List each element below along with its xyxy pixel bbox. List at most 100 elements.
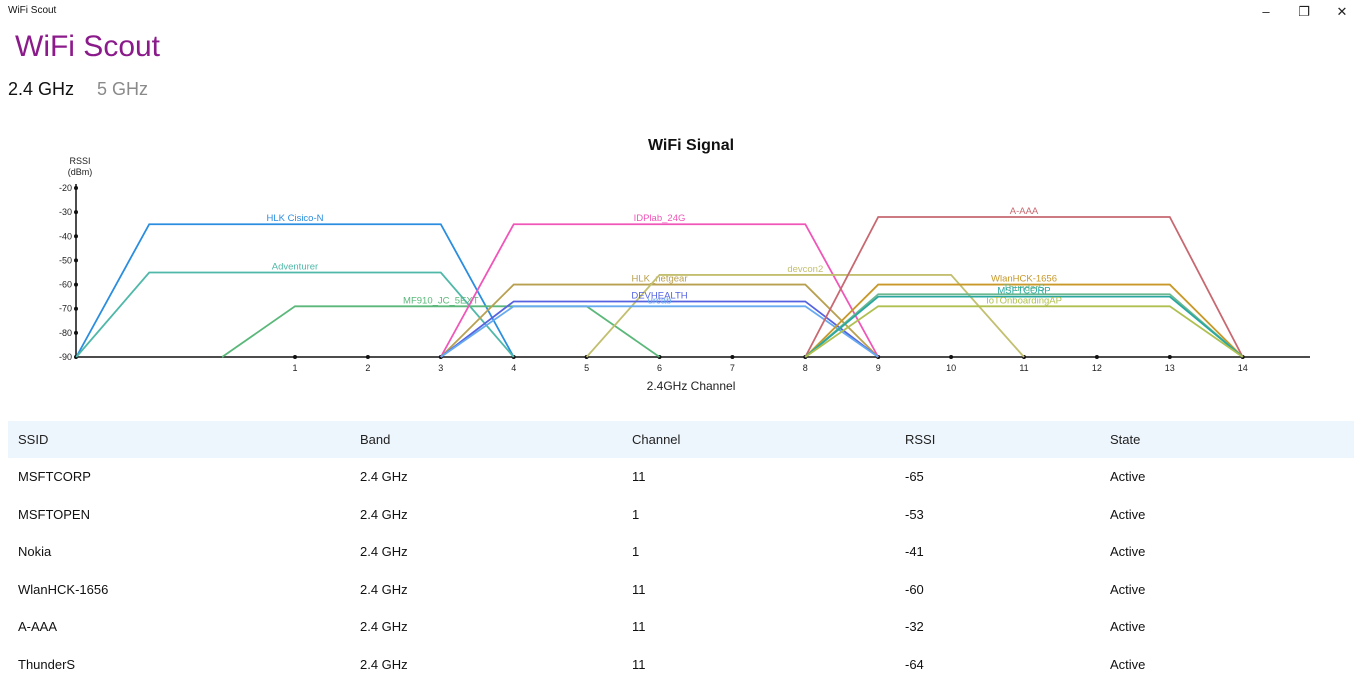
cell-ssid: WlanHCK-1656 (18, 581, 109, 597)
signal-label: Adventurer (272, 262, 318, 273)
signal-line (804, 293, 1244, 358)
x-tick-label: 4 (511, 363, 516, 373)
table-row[interactable]: WlanHCK-1656 2.4 GHz 11 -60 Active (8, 571, 1354, 609)
y-axis-unit-label: (dBm) (68, 167, 93, 177)
signal-line (440, 300, 879, 358)
cell-state: Active (1110, 656, 1146, 672)
cell-rssi: -60 (905, 581, 924, 597)
band-tabs: 2.4 GHz 5 GHz (8, 79, 166, 100)
app-title: WiFi Scout (15, 30, 161, 63)
y-tick-label: -80 (59, 328, 72, 338)
header-rssi[interactable]: RSSI (905, 432, 936, 447)
signal-line (804, 283, 1244, 358)
x-tick-mark (1167, 355, 1172, 359)
cell-ssid: A-AAA (18, 619, 58, 635)
cell-channel: 11 (632, 619, 646, 635)
x-tick-label: 12 (1092, 363, 1102, 373)
header-state[interactable]: State (1110, 432, 1141, 447)
signal-label: MF910_JC_5EXT (403, 295, 479, 306)
y-axis-label: RSSI (69, 156, 90, 166)
cell-state: Active (1110, 544, 1146, 560)
cell-band: 2.4 GHz (360, 469, 408, 484)
cell-band: 2.4 GHz (360, 619, 408, 635)
y-tick-label: -40 (59, 231, 72, 241)
y-tick-label: -90 (59, 352, 72, 362)
signal-line (75, 223, 515, 358)
x-tick-label: 9 (876, 363, 881, 373)
cell-ssid: ThunderS (18, 656, 76, 672)
cell-state: Active (1110, 469, 1146, 484)
signal-label: HLK Cisico-N (266, 213, 323, 224)
x-tick-mark (949, 355, 954, 359)
signal-line (221, 305, 661, 358)
x-tick-mark (365, 355, 370, 359)
cell-state: Active (1110, 619, 1146, 635)
y-tick-label: -30 (59, 207, 72, 217)
title-bar: WiFi Scout – ❐ ✕ (0, 0, 1360, 24)
cell-channel: 1 (632, 506, 640, 522)
table-row[interactable]: ThunderS 2.4 GHz 11 -64 Active (8, 646, 1354, 684)
x-axis-label: 2.4GHz Channel (647, 379, 736, 393)
cell-channel: 11 (632, 581, 646, 597)
signal-line (75, 271, 515, 358)
x-tick-mark (293, 355, 297, 359)
close-button[interactable]: ✕ (1336, 4, 1348, 19)
signal-line (804, 305, 1244, 358)
table-row[interactable]: A-AAA 2.4 GHz 11 -32 Active (8, 608, 1354, 646)
table-header: SSID Band Channel RSSI State (8, 421, 1354, 458)
cell-band: 2.4 GHz (360, 544, 408, 560)
x-tick-label: 3 (438, 363, 443, 373)
y-tick-label: -70 (59, 304, 72, 314)
cell-ssid: MSFTCORP (18, 469, 91, 484)
cell-state: Active (1110, 581, 1146, 597)
y-tick-mark (74, 258, 78, 263)
signal-line (804, 295, 1244, 358)
y-tick-mark (74, 210, 78, 215)
x-tick-label: 5 (584, 363, 589, 373)
y-tick-label: -60 (59, 280, 72, 290)
cell-band: 2.4 GHz (360, 656, 408, 672)
cell-band: 2.4 GHz (360, 506, 408, 522)
header-band[interactable]: Band (360, 432, 391, 447)
signal-line (440, 223, 879, 358)
header-ssid[interactable]: SSID (18, 432, 49, 447)
cell-rssi: -64 (905, 656, 924, 672)
cell-state: Active (1110, 506, 1146, 522)
y-tick-mark (74, 306, 78, 311)
y-tick-mark (74, 186, 78, 190)
y-tick-mark (74, 330, 78, 335)
signal-label: A-AAA (1010, 206, 1039, 217)
x-tick-label: 1 (292, 363, 297, 373)
cell-band: 2.4 GHz (360, 581, 408, 597)
y-tick-mark (74, 282, 78, 287)
y-tick-mark (74, 234, 78, 239)
x-tick-label: 7 (730, 363, 735, 373)
header-channel[interactable]: Channel (632, 432, 681, 447)
chart-series: HLK Cisico-N Adventurer MF910_JC_5EXT IDPla… (75, 206, 1244, 358)
table-row[interactable]: MSFTCORP 2.4 GHz 11 -65 Active (8, 458, 1354, 496)
tab-2-4-ghz[interactable]: 2.4 GHz (8, 79, 75, 99)
signal-label: WlanHCK-1656 (991, 274, 1057, 285)
wifi-signal-chart: WiFi Signal RSSI (dBm) 2.4GHz Channel -2… (59, 137, 1310, 393)
x-tick-mark (1094, 355, 1099, 359)
table-body: MSFTCORP 2.4 GHz 11 -65 Active MSFTOPEN 2.4 GH… (8, 458, 1354, 684)
cell-rssi: -53 (905, 506, 924, 522)
cell-rssi: -32 (905, 619, 924, 635)
minimize-button[interactable]: – (1262, 4, 1270, 19)
table-row[interactable]: MSFTOPEN 2.4 GHz 1 -53 Active (8, 496, 1354, 534)
x-tick-label: 13 (1165, 363, 1175, 373)
cell-rssi: -41 (905, 544, 924, 560)
x-tick-label: 10 (946, 363, 956, 373)
y-tick-label: -50 (59, 255, 72, 265)
y-tick-label: -20 (59, 183, 72, 193)
networks-table: SSID Band Channel RSSI State MSFTCORP 2.4… (8, 421, 1354, 684)
window-title: WiFi Scout (8, 5, 57, 16)
cell-ssid: MSFTOPEN (18, 506, 90, 522)
table-row[interactable]: Nokia 2.4 GHz 1 -41 Active (8, 533, 1354, 571)
tab-5-ghz[interactable]: 5 GHz (97, 79, 149, 99)
restore-button[interactable]: ❐ (1298, 4, 1310, 19)
x-tick-mark (730, 355, 735, 359)
cell-channel: 1 (632, 544, 640, 560)
cell-channel: 11 (632, 656, 646, 672)
x-tick-label: 6 (657, 363, 662, 373)
